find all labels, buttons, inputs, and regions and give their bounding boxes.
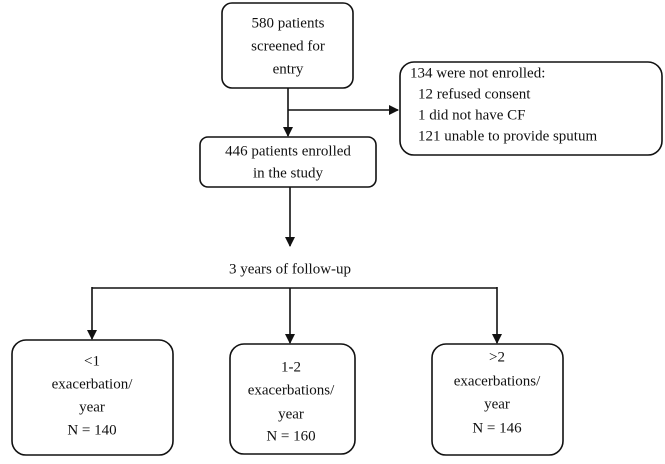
box-text: >2 (489, 349, 505, 365)
box-text: exacerbation/ (52, 376, 134, 392)
box-text: 12 refused consent (418, 86, 531, 102)
box-text: 446 patients enrolled (225, 143, 351, 159)
box (199, 136, 377, 188)
box-text: N = 140 (67, 422, 116, 438)
box-text: 134 were not enrolled: (410, 65, 545, 81)
box-text: exacerbations/ (248, 382, 335, 398)
box (229, 343, 356, 455)
box-text: exacerbations/ (454, 373, 541, 389)
box-text: 121 unable to provide sputum (418, 128, 597, 144)
box (11, 339, 174, 456)
box-text: year (278, 406, 304, 422)
box (431, 343, 564, 456)
box-text: entry (273, 61, 304, 77)
box-text: N = 160 (266, 428, 315, 444)
box-text: 1 did not have CF (418, 107, 526, 123)
box-text: 580 patients (252, 15, 325, 31)
box-text: year (484, 396, 510, 412)
box-text: <1 (84, 353, 100, 369)
box (399, 61, 663, 156)
box-text: year (79, 399, 105, 415)
box-text: N = 146 (472, 420, 522, 436)
box-text: screened for (251, 38, 325, 54)
box-text: 1-2 (281, 359, 301, 375)
box-text: in the study (253, 165, 323, 181)
label: 3 years of follow-up (229, 261, 351, 277)
